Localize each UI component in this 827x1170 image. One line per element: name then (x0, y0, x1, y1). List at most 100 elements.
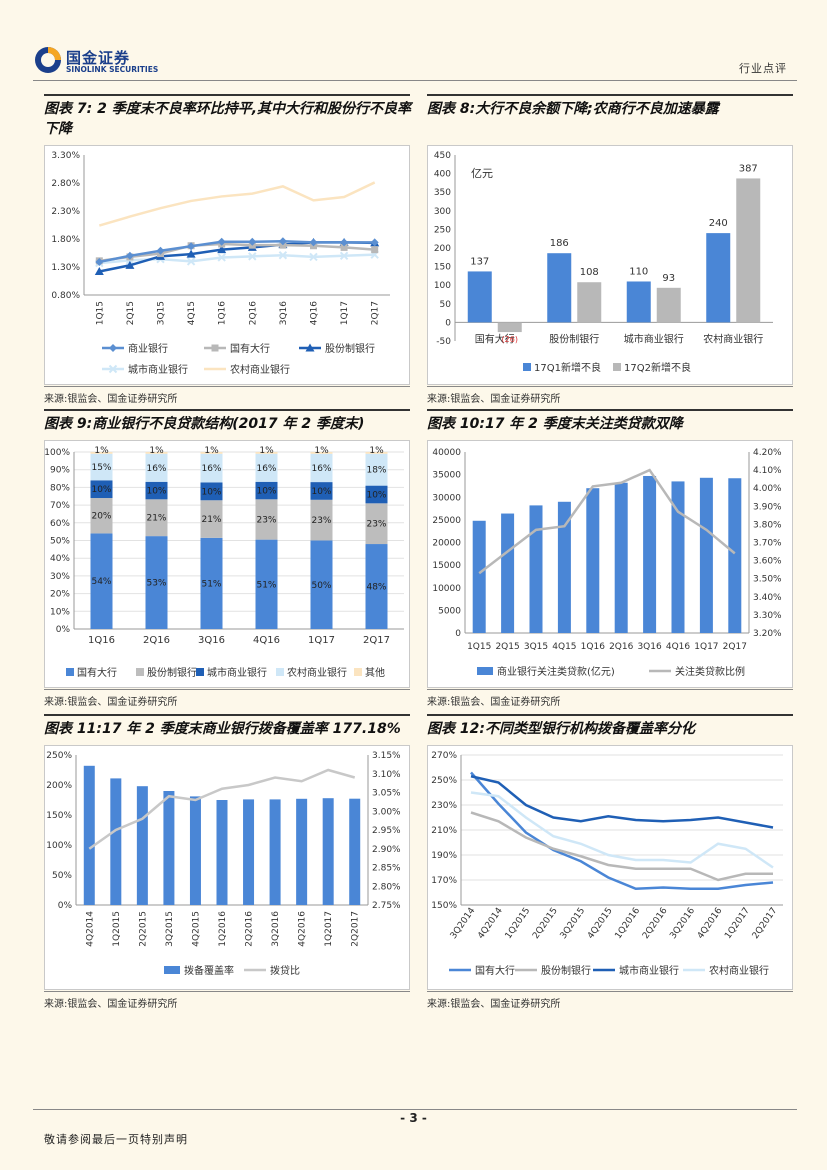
fig9-legend-label: 城市商业银行 (207, 666, 267, 679)
fig9-data-label: 1% (314, 446, 329, 456)
fig7-bottom-rule (44, 386, 410, 387)
fig7-legend-marker (211, 344, 219, 352)
fig8-source: 来源:银监会、国金证券研究所 (427, 394, 561, 405)
fig11-x-tick-label: 2Q2016 (245, 911, 255, 947)
fig9-x-tick-label: 4Q16 (253, 635, 280, 646)
fig8-y-tick-label: 250 (434, 225, 451, 235)
fig11-bar (322, 798, 334, 905)
fig12-legend-label: 股份制银行 (541, 964, 591, 977)
fig11-chart: 0% 50% 100% 150% 200% 250% 2.75% 2.80% 2.85% 2.90… (44, 745, 410, 990)
fig8-bar (656, 287, 681, 323)
fig11-y-tick-label: 250% (46, 751, 72, 761)
fig7-data-point (217, 245, 227, 254)
fig9-legend-swatch (354, 668, 362, 676)
fig8-data-label: 186 (550, 238, 569, 249)
fig7-legend-label: 国有大行 (230, 342, 270, 355)
fig9-legend-swatch (196, 668, 204, 676)
fig11-y-tick-label: 150% (46, 811, 72, 821)
fig9-bar-segment (310, 482, 333, 500)
fig11-title: 图表 11:17 年 2 季度末商业银行拨备覆盖率 177.18% (44, 721, 401, 737)
fig9-y-tick-label: 10% (50, 607, 70, 617)
fig11-x-tick-label: 2Q2015 (138, 911, 148, 947)
fig7-y-tick-label: 1.80% (51, 235, 80, 245)
fig9-x-tick-label: 1Q17 (308, 635, 335, 646)
fig9-bar-segment (90, 452, 113, 454)
fig8-data-label: 240 (709, 218, 728, 229)
fig9-y-tick-label: 40% (50, 554, 70, 564)
fig8-title: 图表 8:大行不良余额下降;农商行不良加速暴露 (427, 101, 719, 117)
fig7-data-point (186, 249, 196, 258)
fig8-data-label: 110 (629, 266, 648, 277)
fig9-title: 图表 9:商业银行不良贷款结构(2017 年 2 季度末) (44, 416, 365, 432)
fig11-y-tick-label: 3.00% (372, 807, 401, 817)
fig12-plot-background (427, 745, 793, 990)
fig11-bar (243, 799, 255, 905)
fig11-bar (216, 800, 228, 905)
fig7-x-tick-label: 2Q17 (371, 301, 381, 325)
fig9-data-label: 21% (146, 514, 166, 524)
fig9-y-tick-label: 20% (50, 590, 70, 600)
fig7-x-tick-label: 4Q15 (187, 301, 197, 325)
fig10-x-tick-label: 1Q16 (581, 642, 606, 652)
fig12-series-line (470, 771, 774, 891)
fig11-bottom-rule (44, 991, 410, 992)
fig9-data-label: 1% (204, 446, 219, 456)
fig10-x-tick-label: 4Q15 (552, 642, 576, 652)
fig7-legend-marker (108, 364, 118, 374)
fig8-x-tick-label: 城市商业银行 (624, 332, 684, 345)
fig10-bar (728, 478, 742, 633)
fig8-bar (736, 178, 761, 323)
header-divider (33, 80, 797, 81)
fig10-bar (614, 482, 628, 633)
fig10-bar (586, 488, 600, 633)
fig10-legend-swatch (477, 667, 493, 675)
fig9-legend-label: 农村商业银行 (287, 666, 347, 679)
fig11-y-tick-label: 3.10% (372, 770, 401, 780)
fig10-source: 来源:银监会、国金证券研究所 (427, 697, 561, 708)
fig8-x-tick-label: 股份制银行 (549, 332, 599, 345)
fig9-y-tick-label: 50% (50, 537, 70, 547)
fig8-bar (467, 271, 492, 323)
fig9-bar-segment (200, 452, 223, 454)
fig10-title: 图表 10:17 年 2 季度末关注类贷款双降 (427, 416, 683, 432)
logo-text-cn: 国金证券 (66, 49, 131, 67)
fig7-data-point (248, 237, 257, 246)
fig9-bar-segment (365, 544, 388, 629)
fig10-y-tick-label: 3.80% (753, 520, 782, 530)
fig9-legend-label: 股份制银行 (147, 666, 197, 679)
fig9-bar-segment (200, 500, 223, 538)
fig9-data-label: 50% (311, 581, 331, 591)
fig10-x-tick-label: 3Q16 (637, 642, 662, 652)
fig9-bar-segment (90, 533, 113, 629)
fig7-legend-label: 城市商业银行 (128, 363, 188, 376)
fig10-x-tick-label: 2Q17 (723, 642, 747, 652)
fig9-data-label: 10% (201, 487, 221, 497)
fig11-y-tick-label: 200% (46, 781, 72, 791)
fig7-x-tick-label: 2Q15 (126, 301, 136, 325)
fig9-bar-segment (365, 485, 388, 504)
fig9-bar-segment (90, 498, 113, 534)
fig7-series-line (99, 239, 375, 264)
fig9-legend-label: 国有大行 (77, 666, 117, 679)
fig7-legend-label: 股份制银行 (325, 342, 375, 355)
document-type: 行业点评 (739, 62, 787, 75)
fig9-bar-segment (255, 452, 278, 454)
fig8-y-tick-label: 150 (434, 263, 451, 273)
fig7-chart: 0.80% 1.30% 1.80% 2.30% 2.80% 3.30% 1Q15 2Q15 3Q… (44, 145, 410, 385)
fig10-x-tick-label: 2Q16 (609, 642, 634, 652)
fig11-bar (163, 791, 175, 905)
fig11-y-tick-label: 3.05% (372, 789, 401, 799)
fig9-data-label: 23% (256, 515, 276, 525)
fig12-y-tick-label: 210% (431, 826, 457, 836)
fig7-x-tick-label: 1Q15 (95, 301, 105, 325)
fig9-data-label: 16% (146, 464, 166, 474)
fig11-x-tick-label: 1Q2017 (324, 911, 334, 947)
fig9-bar-segment (365, 503, 388, 545)
fig7-legend-marker (305, 343, 315, 352)
fig11-y-tick-label: 100% (46, 841, 72, 851)
fig11-y-tick-label: 2.95% (372, 826, 401, 836)
fig7-x-tick-label: 1Q16 (218, 301, 228, 326)
fig11-ratio-line (88, 768, 356, 850)
fig7-data-point (125, 260, 135, 269)
fig9-data-label: 18% (366, 466, 386, 476)
